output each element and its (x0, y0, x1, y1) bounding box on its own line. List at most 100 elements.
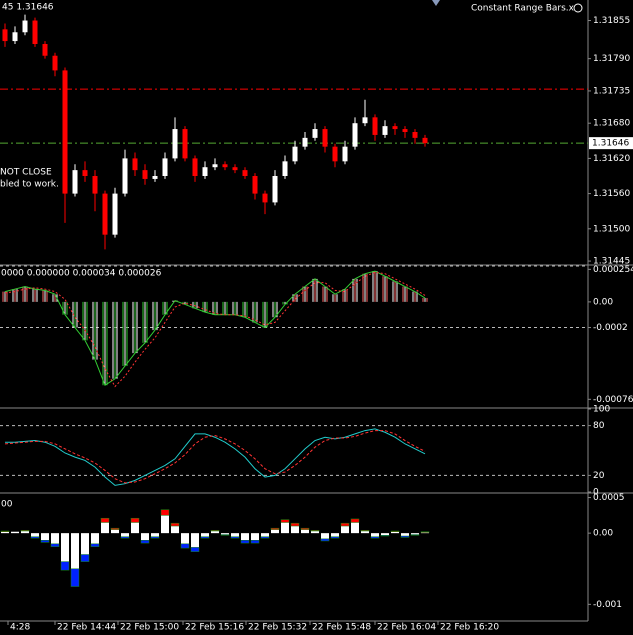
histogram-bar (221, 533, 229, 535)
y-tick-label: 1.31445 (593, 257, 630, 267)
histogram-tip (190, 547, 200, 552)
histogram-bar (171, 526, 179, 534)
candle-body (402, 129, 408, 132)
histogram-tip (60, 561, 70, 571)
y-tick-label: -0.0002 (593, 323, 628, 333)
histogram-bar (111, 529, 119, 534)
candle-body (242, 170, 248, 176)
histogram-tip (90, 543, 100, 547)
pane-title: 00 (1, 500, 13, 510)
histogram-tip (230, 536, 240, 539)
histogram-tip (70, 568, 80, 587)
current-price-box (589, 137, 633, 150)
histogram-bar (181, 533, 189, 544)
histogram-tip (250, 540, 260, 544)
candle-body (62, 70, 68, 194)
histogram-bar (281, 522, 289, 534)
candle-body (302, 137, 308, 147)
smiley-icon (573, 3, 583, 13)
y-tick-label: 0.00 (593, 529, 613, 539)
candle-body (322, 129, 328, 147)
candle-body (12, 32, 18, 42)
x-tick-label: 4:28 (10, 623, 30, 633)
candle-body (292, 146, 298, 162)
y-tick-label: 1.31680 (593, 119, 630, 129)
histogram-tip (50, 543, 60, 547)
annotation: NOT CLOSE (0, 168, 52, 178)
histogram-tip (300, 527, 310, 530)
histogram-bar (201, 533, 209, 537)
histogram-tip (120, 536, 130, 539)
candle-body (102, 193, 108, 235)
y-tick-label: 80 (593, 421, 605, 431)
pane-title: 0000 0.000000 0.000034 0.000026 (1, 269, 162, 279)
histogram-bar (211, 531, 219, 534)
histogram-bar (41, 533, 49, 541)
stochastic-signal (4, 430, 426, 484)
histogram-tip (130, 517, 140, 523)
candle-body (202, 167, 208, 176)
histogram-bar (141, 533, 149, 541)
histogram-tip (0, 530, 10, 532)
histogram-bar (61, 533, 69, 562)
x-tick-label: 22 Feb 15:00 (120, 623, 179, 633)
histogram-tip (320, 538, 330, 542)
histogram-bar (301, 529, 309, 534)
y-tick-label: 0.000254 (593, 265, 633, 275)
candle-body (372, 117, 378, 135)
histogram-bar (251, 533, 259, 541)
candle-body (272, 176, 278, 203)
histogram-bar (261, 533, 269, 537)
histogram-tip (350, 518, 360, 523)
histogram-bar (321, 533, 329, 539)
histogram-bar (311, 531, 319, 534)
candle-body (2, 29, 8, 42)
histogram-tip (260, 536, 270, 539)
x-tick-label: 22 Feb 14:44 (57, 623, 116, 633)
candle-body (142, 170, 148, 179)
histogram-bar (341, 526, 349, 534)
y-tick-label: 20 (593, 471, 605, 481)
histogram-tip (150, 536, 160, 539)
histogram-bar (231, 533, 239, 537)
candle-body (32, 20, 38, 44)
candle-body (382, 126, 388, 135)
candle-body (422, 137, 428, 144)
histogram-bar (11, 531, 19, 534)
y-tick-label: 100 (593, 405, 610, 415)
candle-body (162, 158, 168, 176)
histogram-bar (91, 533, 99, 544)
candle-body (332, 146, 338, 162)
candle-body (212, 164, 218, 168)
candle-body (232, 167, 238, 171)
x-tick-label: 22 Feb 16:04 (377, 623, 436, 633)
histogram-bar (21, 531, 29, 534)
histogram-tip (220, 534, 230, 536)
y-tick-label: 1.31560 (593, 189, 630, 199)
candle-body (112, 193, 118, 235)
histogram-bar (81, 533, 89, 555)
histogram-bar (271, 529, 279, 534)
histogram-tip (180, 543, 190, 549)
histogram-tip (110, 527, 120, 530)
shift-marker (432, 0, 440, 6)
histogram-tip (400, 535, 410, 538)
histogram-bar (31, 533, 39, 537)
histogram-tip (100, 517, 110, 523)
histogram-bar (121, 533, 129, 537)
y-tick-label: 1.31735 (593, 86, 630, 96)
candle-body (252, 176, 258, 194)
current-price-label: 1.31646 (592, 139, 629, 149)
signal-line (4, 271, 426, 388)
histogram-bar (1, 531, 9, 534)
histogram-bar (161, 515, 169, 534)
candle-body (72, 170, 78, 194)
histogram-tip (360, 530, 370, 532)
histogram-tip (420, 531, 430, 533)
histogram-tip (20, 530, 30, 532)
y-tick-label: 0.0005 (593, 493, 625, 503)
candle-body (82, 170, 88, 176)
candle-body (42, 44, 48, 56)
histogram-tip (200, 536, 210, 539)
candle-body (262, 193, 268, 203)
